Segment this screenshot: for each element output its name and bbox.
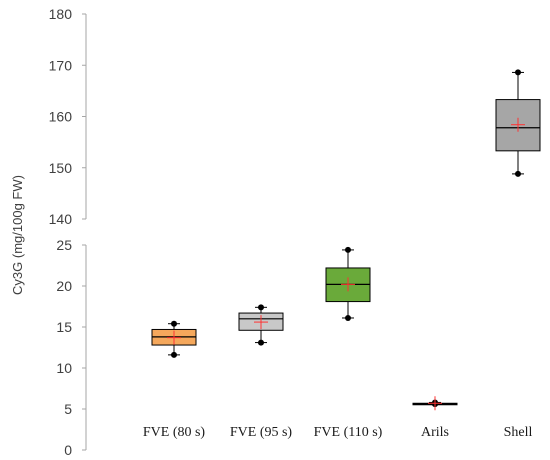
box-2 <box>325 246 371 321</box>
category-label: FVE (80 s) <box>143 425 206 440</box>
min-point <box>515 170 521 177</box>
y-tick-label: 20 <box>56 278 72 294</box>
category-label: Shell <box>504 425 533 440</box>
y-tick-label: 150 <box>49 160 73 176</box>
y-tick-label: 140 <box>49 211 73 227</box>
y-tick-label: 160 <box>49 109 73 125</box>
box-0 <box>151 320 197 358</box>
y-tick-label: 10 <box>56 360 72 376</box>
category-label: FVE (95 s) <box>230 425 293 440</box>
category-label: FVE (110 s) <box>314 425 383 440</box>
box-3 <box>412 396 458 411</box>
y-tick-label: 0 <box>64 442 72 458</box>
max-point <box>345 246 351 253</box>
max-point <box>258 304 264 311</box>
min-point <box>171 351 177 358</box>
max-point <box>515 69 521 76</box>
max-point <box>171 320 177 327</box>
box-1 <box>238 304 284 346</box>
y-tick-label: 25 <box>56 237 72 253</box>
y-ticks: 140 150 160 170 180 0 5 10 15 20 25 <box>49 6 86 458</box>
y-tick-label: 170 <box>49 57 73 73</box>
category-labels: FVE (80 s) FVE (95 s) FVE (110 s) Arils Shel… <box>143 425 533 440</box>
y-tick-label: 15 <box>56 319 72 335</box>
y-axis-title: Cy3G (mg/100g FW) <box>10 175 25 295</box>
y-tick-label: 5 <box>64 401 72 417</box>
box-4 <box>495 69 541 177</box>
min-point <box>258 339 264 346</box>
boxes <box>151 69 541 411</box>
category-label: Arils <box>421 425 449 440</box>
min-point <box>345 314 351 321</box>
y-tick-label: 180 <box>49 6 73 22</box>
